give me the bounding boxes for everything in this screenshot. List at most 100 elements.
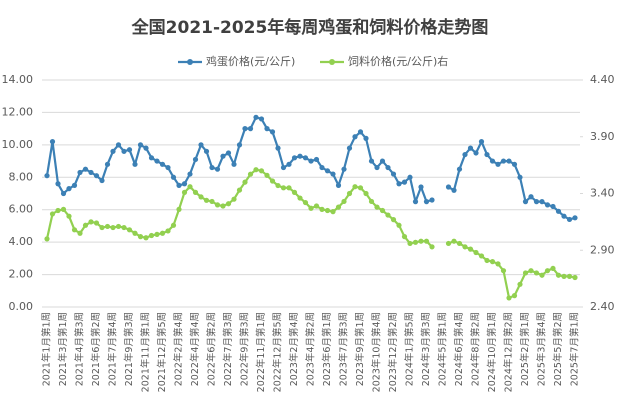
point: [253, 114, 259, 120]
point: [462, 244, 468, 250]
point: [148, 232, 155, 239]
point: [429, 197, 435, 203]
point: [192, 189, 199, 195]
point: [104, 161, 111, 167]
point: [511, 161, 518, 167]
point: [126, 227, 133, 233]
point: [71, 227, 78, 233]
point: [77, 230, 83, 236]
x-tick-label: 2022年2月第4周: [173, 312, 185, 386]
point: [324, 207, 331, 214]
x-tick-label: 2023年4月第2周: [305, 312, 317, 386]
point: [176, 206, 182, 212]
point: [82, 222, 89, 228]
point: [236, 142, 243, 148]
point: [467, 145, 474, 151]
point: [99, 177, 105, 184]
point: [407, 240, 413, 247]
point: [198, 142, 204, 148]
point: [313, 203, 320, 209]
point: [291, 189, 298, 195]
x-tick-label: 2025年3月第4周: [536, 312, 548, 386]
point: [269, 178, 276, 184]
point: [368, 158, 375, 164]
point: [484, 151, 490, 158]
point: [192, 156, 199, 163]
point: [357, 185, 364, 191]
point: [500, 158, 507, 164]
point: [132, 230, 138, 236]
point: [154, 158, 160, 164]
point: [550, 203, 556, 210]
point: [187, 184, 193, 190]
x-tick-label: 2021年4月第3周: [74, 312, 86, 386]
point: [473, 150, 479, 156]
point: [264, 172, 270, 178]
point: [500, 268, 507, 274]
point: [445, 184, 452, 190]
point: [275, 182, 281, 189]
x-tick-label: 2025年2月第1周: [519, 312, 531, 386]
point: [121, 224, 127, 231]
point: [242, 126, 248, 132]
y2-tick-label: 3.90: [590, 130, 615, 143]
point: [44, 236, 50, 242]
point: [330, 209, 336, 215]
point: [187, 171, 193, 177]
chart-title: 全国2021-2025年每周鸡蛋和饲料价格走势图: [131, 17, 489, 38]
point: [533, 199, 540, 205]
point: [379, 158, 386, 164]
point: [258, 116, 265, 122]
point: [572, 215, 578, 221]
point: [396, 222, 402, 228]
x-tick-label: 2021年9月第3周: [123, 312, 135, 386]
x-tick-label: 2022年6月第2周: [206, 312, 218, 386]
point: [66, 213, 72, 219]
point: [302, 199, 309, 206]
point: [280, 164, 287, 171]
y-tick-label: 4.00: [9, 235, 34, 248]
point: [555, 272, 562, 278]
point: [71, 182, 78, 188]
series-line: [45, 116, 576, 221]
point: [104, 223, 111, 230]
point: [88, 219, 94, 225]
point: [77, 169, 83, 176]
point: [335, 182, 342, 188]
point: [528, 194, 534, 200]
x-tick-label: 2021年6月第2周: [90, 312, 102, 386]
point: [275, 145, 281, 151]
point: [220, 203, 226, 209]
x-tick-label: 2022年7月第3周: [222, 312, 234, 386]
point: [363, 190, 369, 197]
point: [561, 273, 567, 279]
point: [451, 187, 457, 193]
point: [264, 126, 270, 132]
x-tick-label: 2022年9月第3周: [239, 312, 251, 386]
point: [286, 185, 292, 191]
point: [209, 198, 215, 205]
point: [495, 161, 501, 167]
point: [93, 173, 100, 179]
point: [170, 174, 177, 180]
point: [247, 171, 254, 177]
point: [456, 166, 463, 172]
point: [110, 148, 116, 154]
point: [352, 184, 358, 190]
point: [313, 156, 320, 163]
point: [132, 161, 138, 167]
x-tick-label: 2024年5月第1周: [437, 312, 449, 386]
x-tick-label: 2025年5月第2周: [552, 312, 564, 386]
point: [60, 190, 67, 197]
legend-marker: [329, 59, 335, 65]
point: [506, 158, 512, 164]
point: [539, 199, 545, 205]
x-tick-label: 2021年12月第5周: [156, 312, 168, 392]
point: [291, 155, 298, 161]
y2-tick-label: 4.40: [590, 73, 615, 86]
point: [539, 272, 545, 278]
x-tick-label: 2022年11月第1周: [255, 312, 267, 392]
point: [572, 274, 578, 281]
point: [308, 158, 314, 164]
